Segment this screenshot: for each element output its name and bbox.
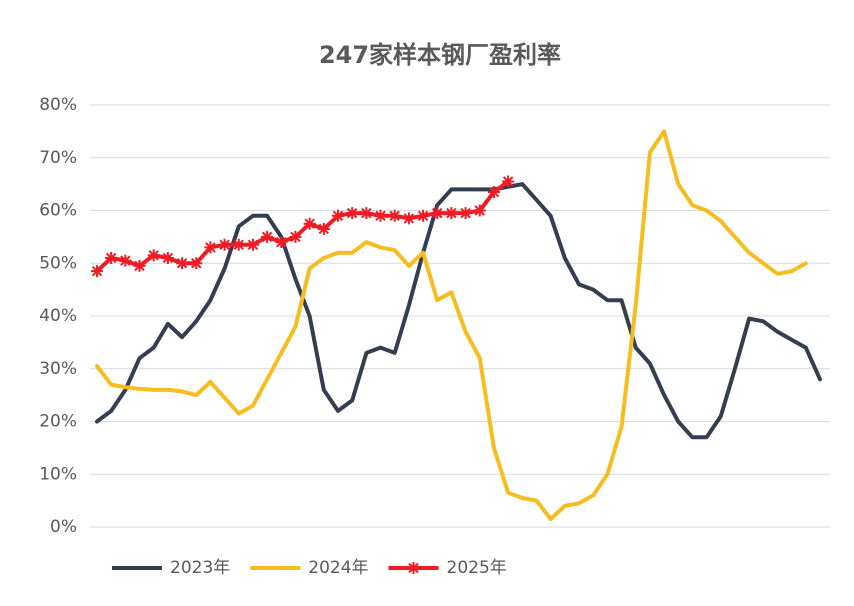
series-line — [95, 129, 808, 522]
marker — [402, 212, 415, 225]
y-tick-label: 0% — [50, 517, 77, 537]
y-tick-label: 10% — [39, 464, 77, 484]
marker — [133, 259, 146, 272]
chart-title: 247家样本钢厂盈利率 — [319, 41, 561, 69]
marker — [346, 207, 359, 220]
marker — [91, 265, 103, 278]
y-tick-label: 80% — [39, 95, 77, 115]
marker — [246, 238, 259, 251]
marker — [445, 207, 458, 220]
legend-label: 2025年 — [447, 558, 507, 578]
marker — [317, 222, 330, 235]
marker — [473, 204, 486, 217]
marker — [388, 209, 401, 222]
marker — [161, 251, 174, 264]
marker — [289, 230, 302, 243]
y-tick-label: 20% — [39, 412, 77, 432]
marker — [502, 175, 515, 188]
marker — [275, 236, 288, 249]
marker — [190, 257, 203, 270]
marker — [119, 254, 132, 267]
marker — [261, 230, 274, 243]
marker — [459, 207, 472, 220]
legend-label: 2024年 — [308, 558, 368, 578]
marker — [487, 186, 500, 199]
y-tick-label: 50% — [39, 253, 77, 273]
marker — [232, 238, 245, 251]
y-tick-label: 30% — [39, 359, 77, 379]
series-line — [95, 182, 822, 440]
marker — [176, 257, 189, 270]
marker — [431, 207, 444, 220]
legend-marker — [407, 562, 420, 574]
marker — [147, 249, 160, 262]
marker — [332, 209, 344, 222]
marker — [374, 209, 387, 222]
marker — [105, 251, 118, 264]
marker — [218, 238, 231, 251]
marker — [204, 241, 217, 254]
legend-label: 2023年 — [170, 558, 230, 578]
marker — [303, 217, 316, 230]
y-tick-label: 70% — [39, 148, 77, 168]
marker — [360, 207, 373, 220]
marker — [417, 209, 430, 222]
y-tick-label: 60% — [39, 201, 77, 221]
y-tick-label: 40% — [39, 306, 77, 326]
